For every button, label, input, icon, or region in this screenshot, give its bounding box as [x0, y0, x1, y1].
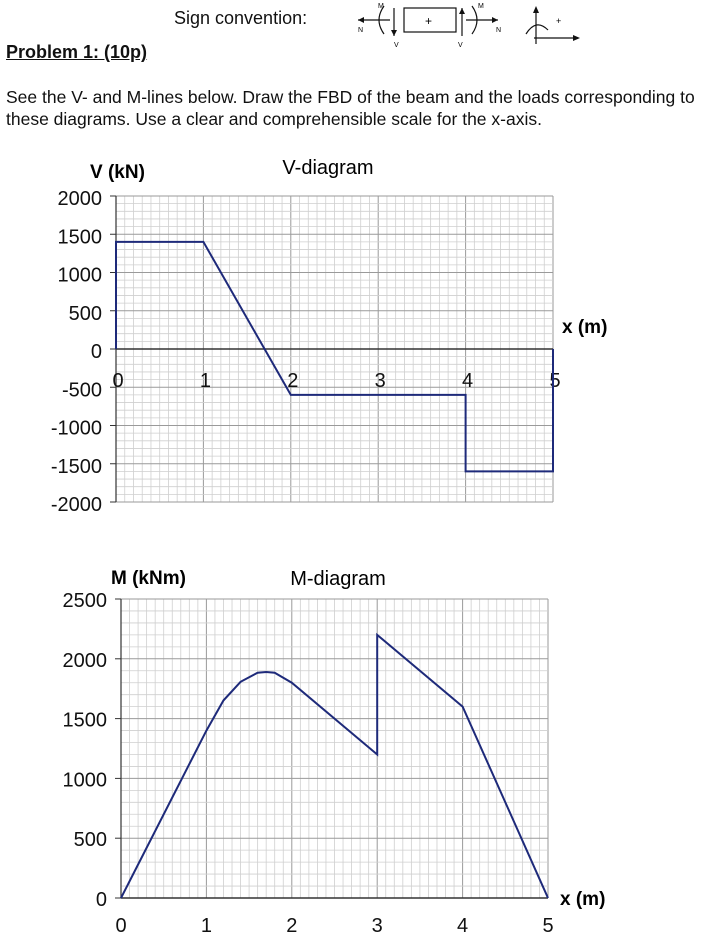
v-y-tick-label: 2000	[58, 188, 103, 210]
v-x-tick-label: 4	[462, 370, 473, 392]
m-y-tick-label: 1000	[63, 769, 108, 791]
m-y-tick-label: 500	[74, 829, 107, 851]
v-y-tick-label: -2000	[51, 494, 102, 516]
m-x-axis-label: x (m)	[560, 889, 605, 910]
v-y-tick-label: 1000	[58, 265, 103, 287]
sign-V-left: V	[394, 42, 399, 49]
m-y-axis-label: M (kNm)	[111, 568, 186, 589]
v-series-line	[115, 240, 554, 473]
shear-head-left	[391, 30, 397, 36]
m-axes	[120, 599, 548, 899]
m-ticks: 2500 2000 1500 1000 500 00 1 2 3 4 5	[63, 590, 554, 937]
arrowhead-right	[492, 17, 498, 23]
v-y-tick-label: 0	[91, 341, 102, 363]
v-x-tick-label: 2	[287, 370, 298, 392]
sign-convention-diagram: M N V + M N V +	[358, 3, 580, 49]
v-x-tick-label: 3	[375, 370, 386, 392]
sign-N-right: N	[496, 27, 501, 34]
m-x-tick-label: 4	[457, 915, 468, 937]
m-y-tick-label: 0	[96, 889, 107, 911]
v-ticks: 2000 1500 1000 500 0 -500 -1000 -1500 -2000 0 1 2 3 4…	[51, 188, 561, 516]
v-chart-title: V-diagram	[282, 157, 373, 179]
sign-convention-label: Sign convention:	[174, 8, 308, 28]
m-grid	[120, 598, 549, 899]
v-x-tick-label: 0	[112, 370, 123, 392]
axis-x-head	[573, 35, 580, 41]
m-x-tick-label: 5	[542, 915, 553, 937]
m-y-tick-label: 1500	[63, 710, 108, 732]
moment-arc-left	[378, 5, 385, 35]
m-chart-title: M-diagram	[290, 568, 386, 590]
m-x-tick-label: 3	[372, 915, 383, 937]
shear-head-right	[459, 8, 465, 14]
sign-N-left: N	[358, 27, 363, 34]
axis-y-head	[533, 6, 539, 13]
rotation-arc	[525, 24, 549, 35]
v-y-tick-label: -1500	[51, 456, 102, 478]
m-x-tick-label: 0	[115, 915, 126, 937]
problem-title: Problem 1: (10p)	[6, 42, 148, 62]
arrowhead-left	[358, 17, 364, 23]
v-diagram-chart: 2000 1500 1000 500 0 -500 -1000 -1500 -2000 0 1 2 3 4…	[51, 157, 608, 516]
m-series-line	[120, 632, 549, 899]
instructions-text: See the V- and M-lines below. Draw the F…	[6, 87, 695, 129]
v-y-tick-label: -1000	[51, 418, 102, 440]
m-y-tick-label: 2000	[63, 650, 108, 672]
v-x-tick-label: 5	[549, 370, 560, 392]
sign-M-right: M	[478, 3, 484, 10]
v-y-tick-label: 1500	[58, 226, 103, 248]
sign-V-right: V	[458, 42, 463, 49]
v-x-axis-label: x (m)	[562, 317, 607, 338]
sign-M-left: M	[378, 3, 384, 10]
m-y-tick-label: 2500	[63, 590, 108, 612]
sign-plus-box: +	[425, 14, 432, 28]
v-y-tick-label: 500	[69, 303, 102, 325]
v-y-axis-label: V (kN)	[90, 162, 145, 183]
m-x-tick-label: 2	[286, 915, 297, 937]
v-y-tick-label: -500	[62, 379, 102, 401]
element-box	[403, 7, 457, 33]
m-diagram-chart: 2500 2000 1500 1000 500 00 1 2 3 4 5 M-diagram M (…	[63, 568, 606, 937]
sign-plus-axes: +	[556, 16, 561, 26]
v-x-tick-label: 1	[200, 370, 211, 392]
m-x-tick-label: 1	[201, 915, 212, 937]
